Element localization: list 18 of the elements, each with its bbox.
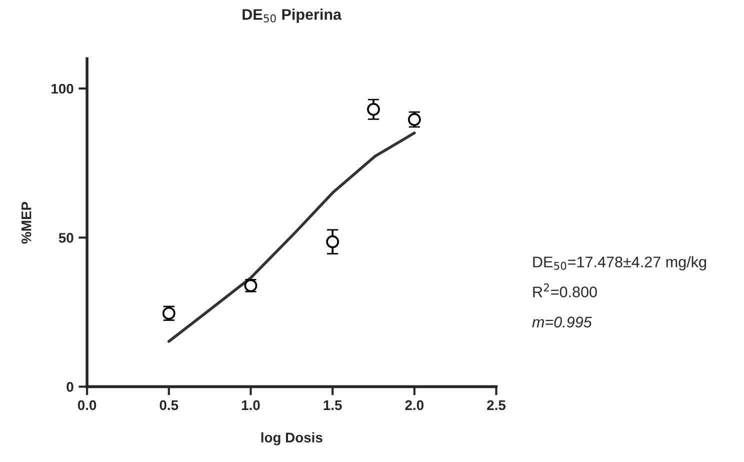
- x-tick-label: 1.5: [324, 400, 342, 410]
- y-axis-title: %MEP: [21, 202, 32, 244]
- x-tick-label: 2.0: [405, 400, 424, 410]
- x-tick-label: 2.5: [487, 400, 506, 410]
- point: [367, 102, 380, 116]
- text: DE$_{50}$=17.478±4.27 mg/kg: [533, 256, 706, 270]
- text: m=0.995: [532, 316, 592, 328]
- text: R$^{2}$=0.800: [533, 283, 597, 298]
- y-tick-label: 100: [52, 84, 74, 94]
- x-axis-title: log Dosis: [261, 432, 322, 446]
- chart-title: DE$_{50}$ Piperina: [242, 8, 342, 23]
- y-tick-label: 50: [58, 232, 74, 243]
- x-tick-label: 0.5: [160, 400, 178, 410]
- point: [326, 235, 340, 248]
- line-series: [168, 132, 416, 343]
- x-tick-label: 1.0: [242, 400, 260, 410]
- y-tick-label: 0: [66, 382, 74, 392]
- x-tick-label: 0.0: [78, 400, 96, 410]
